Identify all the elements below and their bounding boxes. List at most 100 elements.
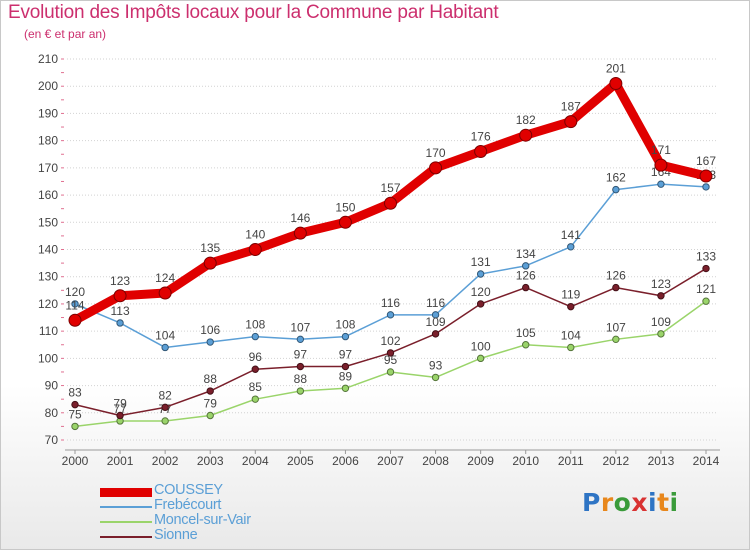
y-tick-label: 120 [38, 297, 58, 311]
data-point [161, 403, 169, 412]
data-point [702, 264, 710, 273]
data-label: 113 [111, 304, 130, 318]
y-tick-label: 130 [38, 270, 58, 284]
data-point [384, 196, 397, 210]
data-label: 182 [516, 113, 536, 127]
data-point [429, 161, 443, 175]
data-label: 107 [606, 320, 626, 334]
data-point [657, 180, 665, 188]
data-label: 157 [380, 181, 400, 195]
chart-title: Evolution des Impôts locaux pour la Comm… [8, 2, 499, 23]
y-tick-label: 150 [38, 215, 58, 229]
data-label: 119 [561, 288, 580, 302]
data-point [71, 400, 79, 409]
logo-letter: o [613, 488, 632, 517]
y-tick-label: 80 [45, 406, 59, 420]
data-label: 77 [113, 402, 127, 416]
data-point [341, 384, 350, 392]
x-tick-label: 2002 [152, 454, 179, 468]
data-label: 150 [335, 200, 355, 214]
x-tick-label: 2009 [467, 454, 494, 468]
y-tick-label: 200 [38, 79, 58, 93]
data-point [567, 343, 575, 352]
legend-item: COUSSEY [100, 482, 360, 499]
data-point [522, 283, 530, 292]
x-tick-label: 2001 [107, 454, 134, 468]
data-point [612, 335, 620, 344]
data-label: 131 [471, 255, 491, 269]
data-label: 79 [204, 397, 218, 411]
data-label: 124 [155, 271, 175, 285]
data-point [476, 270, 485, 278]
data-label: 97 [339, 348, 353, 362]
data-point [702, 183, 710, 191]
data-point [296, 387, 305, 395]
data-point [519, 128, 533, 142]
y-tick-label: 170 [38, 161, 58, 175]
data-label: 114 [65, 298, 84, 312]
y-tick-label: 100 [38, 351, 58, 365]
data-label: 96 [249, 350, 263, 364]
data-point [567, 302, 575, 311]
chart-subtitle: (en € et par an) [24, 27, 107, 41]
legend: COUSSEY Frebécourt Moncel-sur-Vair Sionne [100, 482, 360, 544]
data-point [476, 354, 485, 363]
data-point [657, 292, 665, 300]
x-tick-label: 2014 [693, 454, 720, 468]
legend-item: Moncel-sur-Vair [100, 512, 360, 529]
legend-swatch [100, 536, 152, 538]
data-label: 104 [155, 328, 175, 342]
legend-label: COUSSEY [154, 482, 223, 498]
data-label: 79 [113, 397, 127, 411]
x-tick-label: 2012 [603, 454, 630, 468]
y-tick-label: 70 [45, 433, 59, 447]
data-point [567, 243, 575, 251]
data-point [699, 169, 713, 183]
data-label: 116 [426, 296, 445, 310]
data-label: 120 [65, 285, 85, 299]
data-point [522, 341, 530, 349]
data-point [476, 300, 485, 308]
y-tick-label: 180 [38, 134, 58, 148]
x-tick-label: 2005 [287, 454, 314, 468]
data-label: 120 [471, 285, 491, 299]
data-point [248, 243, 262, 256]
data-label: 201 [606, 61, 626, 75]
data-label: 95 [384, 353, 398, 367]
data-label: 126 [516, 269, 536, 283]
data-point [431, 373, 440, 382]
data-point [341, 362, 350, 371]
logo-letter: t [657, 488, 670, 517]
data-label: 134 [516, 247, 536, 261]
data-point [251, 395, 259, 403]
proxiti-logo: Proxiti [582, 488, 679, 517]
data-label: 109 [426, 315, 446, 329]
data-label: 133 [696, 250, 716, 264]
data-point [158, 286, 172, 300]
x-tick-label: 2007 [377, 454, 404, 468]
data-point [564, 115, 578, 129]
legend-swatch [100, 521, 152, 523]
data-label: 123 [110, 274, 130, 288]
data-label: 102 [380, 334, 400, 348]
legend-swatch [100, 488, 152, 497]
data-label: 83 [68, 386, 82, 400]
data-point [71, 422, 79, 431]
legend-label: Moncel-sur-Vair [154, 512, 251, 528]
data-label: 97 [294, 348, 308, 362]
data-label: 135 [200, 241, 220, 255]
data-label: 108 [335, 318, 355, 332]
data-point [116, 319, 124, 327]
data-point [431, 330, 440, 338]
x-tick-label: 2013 [648, 454, 675, 468]
data-label: 104 [561, 328, 581, 342]
logo-letter: i [648, 488, 658, 517]
data-point [702, 297, 710, 305]
data-label: 109 [651, 315, 671, 329]
data-point [206, 387, 214, 395]
data-point [431, 311, 440, 319]
data-label: 121 [696, 282, 716, 296]
data-point [113, 289, 127, 303]
data-point [161, 343, 169, 352]
data-label: 88 [204, 372, 218, 386]
